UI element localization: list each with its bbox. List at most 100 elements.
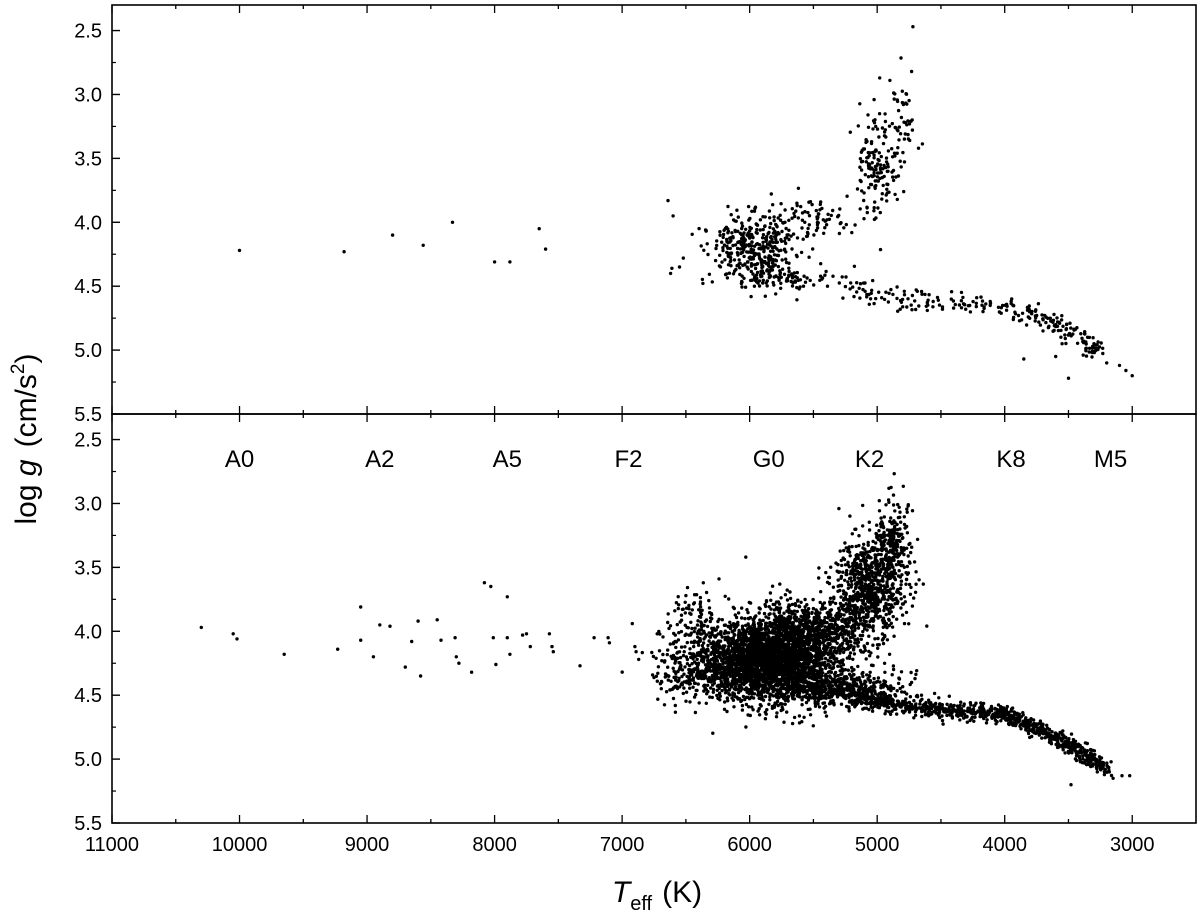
star-point — [876, 646, 880, 650]
star-point — [1093, 346, 1098, 350]
star-point — [750, 689, 754, 693]
star-point — [882, 174, 886, 179]
star-point — [996, 305, 1001, 309]
star-point — [812, 283, 816, 287]
star-point — [900, 613, 905, 617]
star-point — [735, 659, 739, 663]
data-points — [199, 472, 1132, 787]
star-point — [769, 221, 773, 226]
star-point — [883, 112, 887, 116]
star-point — [1059, 328, 1063, 333]
star-point — [839, 584, 844, 588]
star-point — [731, 243, 735, 248]
star-point — [837, 281, 841, 285]
star-point — [820, 277, 824, 281]
star-point — [850, 629, 855, 633]
star-point — [1111, 776, 1115, 780]
y-tick-label: 3.0 — [74, 493, 102, 515]
star-point — [755, 276, 759, 281]
star-point — [906, 297, 910, 301]
star-point — [778, 271, 783, 275]
star-point — [883, 128, 887, 132]
star-point — [1052, 312, 1056, 317]
star-point — [893, 154, 897, 158]
star-point — [789, 234, 793, 238]
star-point — [1124, 368, 1128, 373]
star-point — [755, 223, 760, 227]
star-point — [746, 260, 750, 264]
star-point — [719, 630, 723, 634]
star-point — [760, 660, 765, 664]
star-point — [899, 560, 904, 564]
star-point — [748, 626, 752, 630]
y-tick-label: 4.5 — [74, 685, 102, 707]
star-point — [831, 208, 835, 213]
star-point — [882, 134, 887, 138]
star-point — [731, 235, 735, 239]
star-point — [749, 264, 754, 268]
star-point — [903, 120, 908, 125]
star-point — [1072, 328, 1076, 332]
star-point — [738, 231, 742, 235]
star-point — [982, 306, 986, 311]
star-point — [786, 668, 790, 672]
y-tick-label: 5.5 — [74, 813, 102, 835]
star-point — [836, 215, 840, 219]
star-point — [761, 227, 765, 232]
star-point — [906, 137, 911, 141]
star-point — [856, 124, 860, 128]
star-point — [902, 160, 907, 164]
star-point — [1022, 357, 1026, 361]
star-point — [783, 239, 787, 243]
star-point — [818, 202, 822, 207]
star-point — [637, 657, 641, 662]
star-point — [706, 252, 710, 257]
star-point — [1066, 333, 1071, 337]
star-point — [839, 660, 844, 664]
star-point — [850, 544, 854, 549]
star-point — [806, 642, 811, 646]
star-point — [779, 238, 783, 242]
star-point — [1033, 309, 1038, 313]
star-point — [1068, 321, 1072, 325]
star-point — [840, 624, 845, 629]
star-point — [768, 591, 773, 595]
star-point — [748, 225, 752, 230]
star-point — [825, 284, 830, 288]
star-point — [830, 622, 834, 627]
star-point — [880, 632, 885, 636]
star-point — [812, 615, 816, 620]
star-point — [668, 271, 673, 276]
star-point — [858, 282, 863, 286]
star-point — [765, 708, 769, 712]
star-point — [892, 91, 896, 95]
y-tick-label: 5.0 — [74, 340, 102, 362]
star-point — [732, 632, 736, 636]
star-point — [984, 302, 988, 306]
star-point — [751, 255, 755, 259]
star-point — [869, 291, 873, 295]
star-point — [773, 263, 777, 267]
star-point — [914, 582, 918, 586]
star-point — [1066, 376, 1071, 380]
star-point — [767, 702, 771, 706]
star-point — [797, 287, 801, 291]
star-point — [670, 266, 674, 270]
star-point — [899, 583, 903, 587]
star-point — [753, 266, 758, 271]
star-point — [757, 246, 761, 251]
star-point — [762, 249, 766, 254]
star-point — [758, 607, 762, 611]
star-point — [781, 221, 785, 225]
star-point — [817, 576, 821, 580]
star-point — [830, 600, 835, 604]
star-point — [794, 209, 798, 213]
star-point — [782, 272, 787, 276]
star-point — [815, 617, 820, 622]
star-point — [857, 613, 861, 617]
star-point — [778, 582, 782, 586]
star-point — [800, 639, 804, 644]
star-point — [837, 231, 842, 236]
star-point — [885, 638, 890, 642]
star-point — [913, 590, 918, 594]
